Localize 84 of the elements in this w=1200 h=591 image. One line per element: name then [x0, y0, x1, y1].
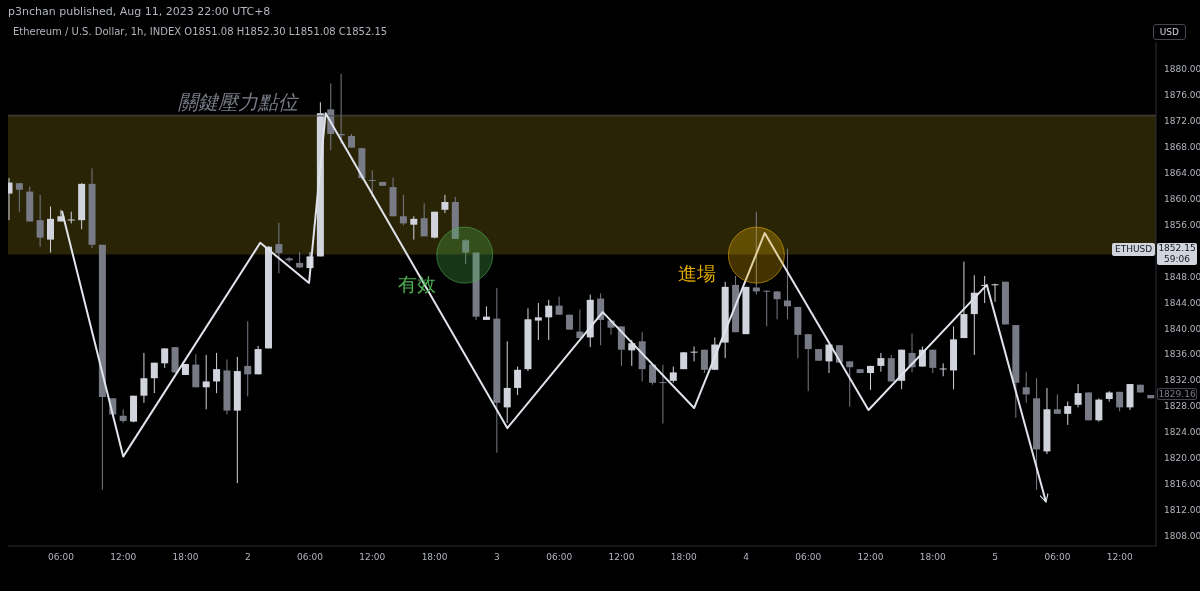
candlestick	[441, 194, 449, 214]
x-tick-label: 12:00	[608, 552, 635, 563]
x-tick-label: 06:00	[297, 552, 324, 563]
candlestick	[213, 352, 221, 394]
chart-title: Ethereum / U.S. Dollar, 1h, INDEX O1851.08 H1852.30 L1851.08 C1852.15	[13, 26, 388, 37]
y-tick-label: 1816.00	[1164, 479, 1200, 489]
x-tick-label: 18:00	[670, 552, 697, 563]
candlestick	[1126, 383, 1134, 411]
candlestick	[659, 364, 667, 425]
candlestick	[399, 194, 407, 226]
y-tick-label: 1868.00	[1164, 142, 1200, 153]
x-tick-label: 06:00	[546, 552, 573, 563]
candlestick	[545, 299, 553, 341]
candlestick	[15, 182, 23, 213]
x-tick-label: 12:00	[857, 552, 884, 563]
text: USD	[1152, 24, 1186, 40]
annotation: ETHUSD	[1112, 243, 1156, 256]
candlestick	[804, 333, 812, 392]
x-tick-label: 06:00	[1044, 552, 1071, 563]
y-tick-label: 1844.00	[1164, 297, 1200, 308]
candlestick	[410, 215, 418, 241]
candlestick	[991, 283, 999, 303]
candlestick	[275, 222, 283, 274]
candlestick	[887, 354, 895, 382]
y-tick-label: 1828.00	[1164, 401, 1200, 412]
ref-line-label: 關鍵壓力點位	[178, 89, 299, 114]
y-tick-label: 1876.00	[1164, 90, 1200, 101]
text: 1852.15 59:06	[1157, 243, 1197, 265]
candlestick	[150, 362, 158, 394]
x-tick-label: 12:00	[110, 552, 137, 563]
candlestick	[503, 340, 511, 424]
y-tick-label: 1808.00	[1164, 530, 1200, 541]
y-tick-label: 1824.00	[1164, 427, 1200, 438]
x-tick-label: 06:00	[47, 552, 75, 563]
x-tick-label: 06:00	[795, 552, 822, 563]
x-tick-label: 2	[244, 552, 251, 563]
candlestick	[555, 296, 563, 316]
x-tick-label: 12:00	[1106, 552, 1133, 563]
candlestick	[877, 352, 885, 373]
x-tick-label: 5	[992, 552, 998, 563]
candlestick	[960, 261, 968, 339]
x-tick-label: 18:00	[919, 552, 947, 563]
x-tick-label: 12:00	[359, 552, 386, 563]
candlestick	[36, 194, 44, 248]
candlestick	[1095, 397, 1103, 423]
candlestick	[773, 290, 781, 320]
y-tick-label: 1812.00	[1164, 504, 1200, 515]
y-tick-label: 1848.00	[1164, 271, 1200, 282]
candlestick	[534, 302, 542, 341]
x-tick-label: 18:00	[172, 552, 199, 563]
annotation: 進場	[678, 261, 716, 286]
x-tick-label: 3	[494, 552, 500, 563]
candlestick	[690, 345, 698, 362]
candlestick	[47, 206, 55, 254]
chart-subtitle: p3nchan published, Aug 11, 2023 22:00 UTC+8	[8, 5, 271, 18]
candlestick	[192, 353, 200, 388]
candlestick	[846, 360, 854, 408]
candlestick	[514, 366, 522, 396]
y-tick-label: 1836.00	[1164, 349, 1200, 360]
candlestick	[244, 320, 252, 397]
candlestick	[161, 347, 169, 369]
candlestick	[939, 362, 947, 377]
y-tick-label: 1860.00	[1164, 193, 1200, 204]
x-tick-label: 4	[743, 552, 750, 563]
y-tick-label: 1864.00	[1164, 168, 1200, 179]
text: 1829.16	[1157, 388, 1197, 400]
candlestick	[140, 352, 148, 404]
candlestick	[783, 248, 791, 320]
y-tick-label: 1880.00	[1164, 64, 1200, 75]
x-tick-label: 18:00	[421, 552, 448, 563]
y-tick-label: 1820.00	[1164, 453, 1200, 464]
y-tick-label: 1856.00	[1164, 219, 1200, 230]
candlestick	[1074, 383, 1082, 408]
candlestick	[462, 238, 470, 265]
y-tick-label: 1872.00	[1164, 116, 1200, 127]
candlestick	[1053, 393, 1061, 415]
y-tick-label: 1840.00	[1164, 323, 1200, 334]
candlestick	[763, 289, 771, 327]
y-tick-label: 1832.00	[1164, 375, 1200, 386]
candlestick	[1064, 401, 1072, 426]
candlestick	[420, 202, 428, 237]
candlestick	[202, 354, 210, 410]
candlestick	[1022, 371, 1030, 404]
candlestick	[617, 325, 625, 367]
